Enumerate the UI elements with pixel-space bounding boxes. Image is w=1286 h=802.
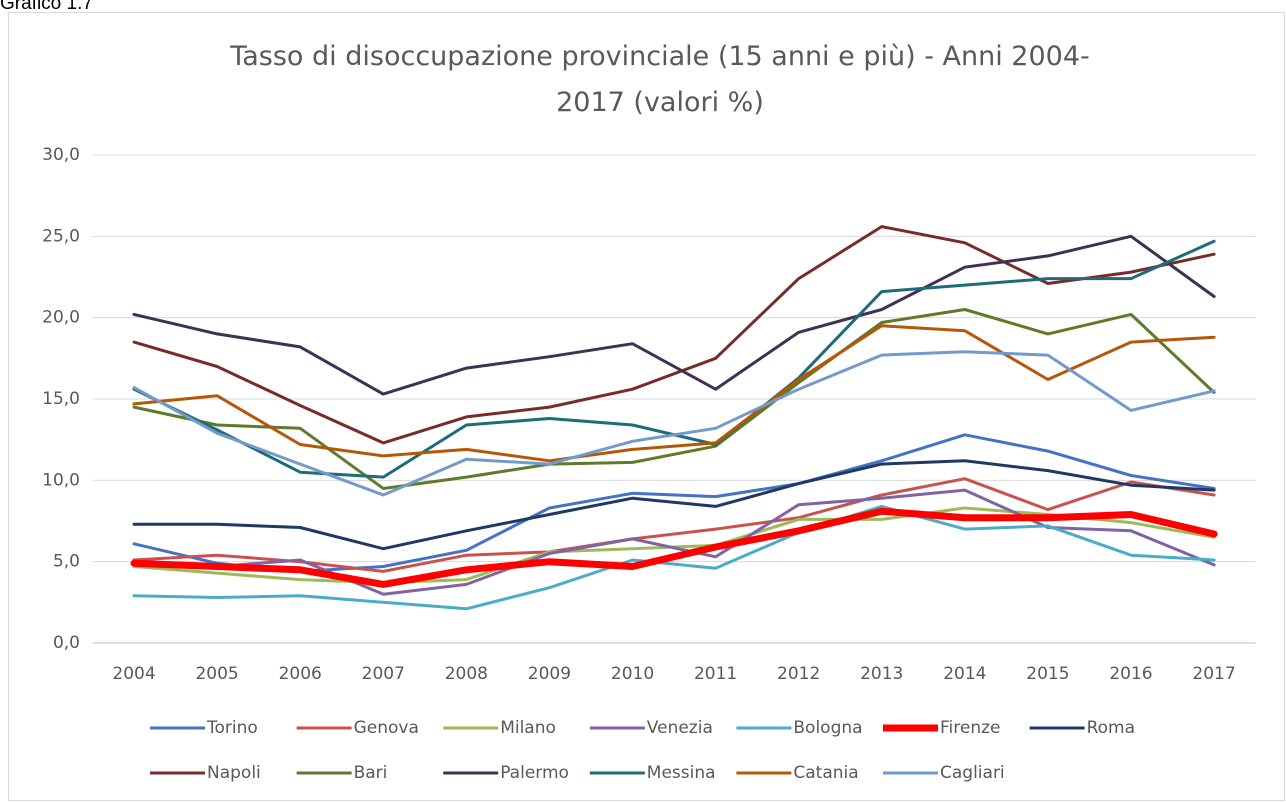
y-tick-label: 20,0 <box>42 308 80 328</box>
legend-label: Bari <box>354 763 388 783</box>
y-tick-label: 10,0 <box>42 470 80 490</box>
x-tick-label: 2006 <box>279 664 322 684</box>
legend-label: Messina <box>647 763 716 783</box>
series-line <box>132 504 1216 611</box>
series-line <box>132 477 1216 573</box>
y-tick-label: 0,0 <box>53 633 80 653</box>
y-tick-label: 5,0 <box>53 552 80 572</box>
x-tick-label: 2012 <box>777 664 820 684</box>
legend-label: Firenze <box>940 718 1001 738</box>
x-tick-label: 2007 <box>362 664 405 684</box>
x-tick-label: 2015 <box>1026 664 1069 684</box>
legend-label: Bologna <box>793 718 862 738</box>
series-line <box>132 225 1216 445</box>
legend-label: Venezia <box>647 718 713 738</box>
caption: Grafico 1.7 <box>0 0 93 14</box>
series-line <box>132 324 1216 463</box>
x-tick-label: 2011 <box>694 664 737 684</box>
series-line <box>132 350 1216 497</box>
y-tick-label: 15,0 <box>42 389 80 409</box>
series-line <box>132 459 1216 551</box>
legend-label: Palermo <box>500 763 569 783</box>
x-tick-label: 2017 <box>1192 664 1235 684</box>
x-tick-label: 2009 <box>528 664 571 684</box>
x-tick-label: 2008 <box>445 664 488 684</box>
legend-label: Milano <box>500 718 556 738</box>
series-line <box>132 234 1216 396</box>
y-tick-label: 30,0 <box>42 145 80 165</box>
legend-label: Napoli <box>207 763 261 783</box>
y-tick-label: 25,0 <box>42 226 80 246</box>
x-tick-label: 2014 <box>943 664 986 684</box>
chart-border <box>8 12 1285 801</box>
x-tick-label: 2005 <box>195 664 238 684</box>
legend-label: Catania <box>793 763 858 783</box>
series-line <box>130 507 1218 588</box>
legend-label: Torino <box>206 718 258 738</box>
x-tick-label: 2010 <box>611 664 654 684</box>
chart-title: Tasso di disoccupazione provinciale (15 … <box>229 41 1090 118</box>
x-tick-label: 2016 <box>1109 664 1152 684</box>
series-line <box>132 308 1216 490</box>
legend-label: Roma <box>1087 718 1135 738</box>
x-tick-label: 2004 <box>112 664 155 684</box>
x-tick-label: 2013 <box>860 664 903 684</box>
legend-label: Genova <box>354 718 419 738</box>
legend-label: Cagliari <box>940 763 1005 783</box>
series-line <box>132 488 1216 596</box>
